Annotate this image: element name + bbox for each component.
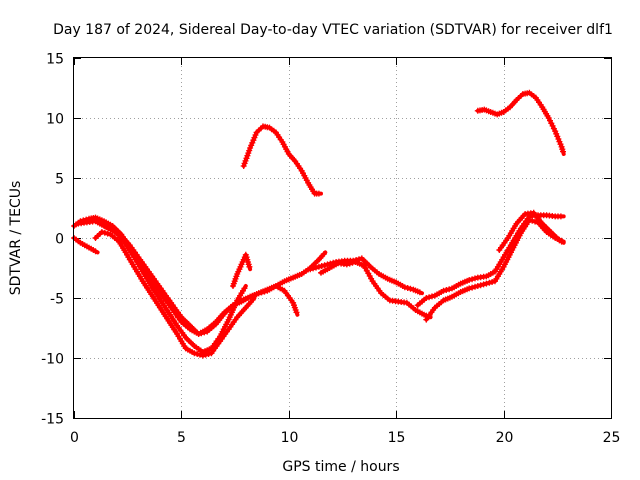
data-point: [443, 287, 450, 293]
data-point: [401, 284, 408, 291]
data-point: [469, 284, 476, 291]
data-point: [472, 283, 478, 290]
data-point: [547, 117, 553, 124]
series-track-7: [240, 123, 323, 197]
plot-frame: [73, 57, 612, 419]
data-point: [101, 229, 108, 236]
series-line: [93, 230, 257, 358]
data-point: [198, 330, 205, 337]
data-point: [255, 290, 262, 297]
series-line: [76, 219, 300, 336]
y-tick-label: 5: [55, 172, 64, 188]
data-point: [474, 283, 481, 289]
data-point: [466, 285, 473, 292]
x-tick-label: 5: [177, 430, 186, 446]
data-point: [480, 281, 487, 288]
series-track-10: [414, 212, 566, 309]
y-tick-label: 15: [46, 52, 64, 68]
data-point: [261, 288, 268, 295]
x-tick-label: 20: [496, 430, 514, 446]
data-point: [558, 238, 565, 245]
data-point: [472, 275, 478, 282]
data-point: [92, 248, 99, 255]
data-point: [318, 263, 325, 269]
data-point: [426, 294, 433, 301]
series-track-6: [230, 251, 253, 289]
data-point: [307, 266, 314, 273]
data-point: [293, 309, 300, 316]
data-point: [258, 289, 265, 296]
data-point: [526, 217, 533, 223]
series-track-3: [71, 235, 100, 255]
data-point: [98, 229, 105, 235]
series-track-11: [423, 217, 566, 323]
data-point: [343, 261, 350, 268]
data-point: [549, 122, 556, 129]
data-point: [429, 293, 435, 300]
data-point: [315, 190, 322, 197]
data-point: [532, 218, 539, 225]
x-tick-label: 25: [603, 430, 621, 446]
series-track-8: [307, 255, 424, 296]
series-track-12: [496, 209, 566, 253]
data-point: [356, 256, 362, 263]
data-point: [477, 282, 484, 289]
data-point: [440, 287, 447, 294]
x-tick-label: 15: [388, 430, 406, 446]
y-tick-label: -10: [41, 352, 64, 368]
y-axis-label: SDTVAR / TECUs: [8, 181, 24, 296]
data-point: [201, 329, 208, 336]
data-point: [194, 351, 201, 357]
data-point: [191, 350, 198, 357]
data-point: [249, 296, 256, 303]
data-point: [529, 217, 536, 224]
x-tick-label: 10: [281, 430, 299, 446]
data-point: [104, 230, 111, 237]
x-axis-label: GPS time / hours: [282, 459, 399, 475]
y-tick-label: -15: [41, 412, 64, 428]
grid-lines: [74, 58, 611, 418]
series-track-5: [96, 218, 248, 355]
data-point: [469, 276, 476, 283]
data-point: [313, 264, 319, 271]
data-series: [71, 89, 566, 359]
data-point: [310, 265, 317, 272]
data-point: [489, 279, 496, 285]
data-point: [557, 213, 564, 220]
series-track-4: [92, 229, 257, 359]
data-point: [483, 280, 490, 287]
data-point: [205, 351, 212, 357]
data-point: [320, 251, 327, 258]
y-tick-label: -5: [50, 292, 64, 308]
data-point: [346, 260, 353, 267]
data-point: [416, 289, 423, 296]
chart-title: Day 187 of 2024, Sidereal Day-to-day VTE…: [53, 22, 613, 38]
data-point: [195, 331, 202, 337]
data-point: [560, 148, 566, 155]
data-point: [315, 263, 322, 270]
data-point: [404, 285, 411, 291]
data-point: [241, 285, 248, 292]
data-point: [466, 277, 473, 283]
data-point: [486, 279, 493, 286]
data-point: [423, 295, 430, 301]
series-track-13: [474, 89, 566, 156]
data-point: [407, 285, 414, 292]
y-tick-label: 10: [46, 112, 64, 128]
data-point: [197, 351, 203, 358]
data-point: [321, 262, 328, 269]
data-point: [446, 286, 453, 293]
x-tick-label: 0: [70, 430, 79, 446]
y-tick-label: 0: [55, 232, 64, 248]
data-point: [246, 263, 253, 270]
